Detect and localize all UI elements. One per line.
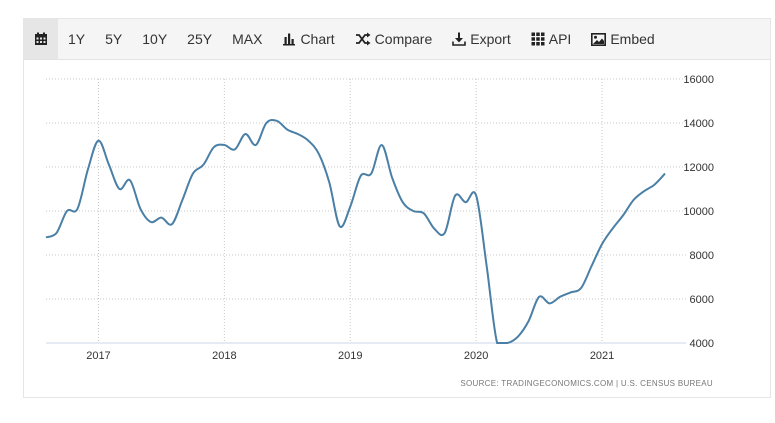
- y-tick-label: 4000: [690, 338, 714, 350]
- grid-icon: [531, 32, 545, 46]
- api-button[interactable]: API: [521, 19, 582, 59]
- y-tick-label: 10000: [683, 206, 714, 218]
- series-line: [45, 118, 666, 344]
- y-axis-ticks: 4000 6000 8000 10000 12000 14000 16000: [683, 74, 714, 350]
- y-tick-label: 6000: [690, 294, 714, 306]
- chart-grid: [46, 78, 686, 344]
- calendar-button[interactable]: [24, 19, 58, 59]
- download-icon: [452, 32, 467, 46]
- y-tick-label: 16000: [683, 74, 714, 86]
- chart-type-button[interactable]: Chart: [272, 19, 344, 59]
- export-button[interactable]: Export: [442, 19, 520, 59]
- embed-button[interactable]: Embed: [581, 19, 664, 59]
- chart-toolbar: 1Y 5Y 10Y 25Y MAX Chart Compare Export: [24, 19, 770, 60]
- source-label: SOURCE: TRADINGECONOMICS.COM | U.S. CENS…: [460, 379, 713, 388]
- y-tick-label: 8000: [690, 250, 714, 262]
- range-5y-button[interactable]: 5Y: [105, 31, 123, 47]
- range-10y-button[interactable]: 10Y: [142, 31, 168, 47]
- x-tick-label: 2019: [338, 350, 362, 362]
- x-tick-label: 2017: [86, 350, 110, 362]
- y-tick-label: 12000: [683, 162, 714, 174]
- shuffle-icon: [355, 32, 371, 46]
- range-max-button[interactable]: MAX: [232, 31, 263, 47]
- x-axis-ticks: 2017 2018 2019 2020 2021: [86, 350, 614, 362]
- chart-widget: 1Y 5Y 10Y 25Y MAX Chart Compare Export: [23, 18, 771, 398]
- x-tick-label: 2018: [212, 350, 236, 362]
- y-tick-label: 14000: [683, 118, 714, 130]
- calendar-icon: [35, 32, 47, 45]
- range-25y-button[interactable]: 25Y: [187, 31, 213, 47]
- range-1y-button[interactable]: 1Y: [68, 31, 86, 47]
- image-icon: [591, 32, 607, 46]
- compare-button[interactable]: Compare: [345, 19, 443, 59]
- x-tick-label: 2020: [464, 350, 488, 362]
- x-tick-label: 2021: [590, 350, 614, 362]
- bar-chart-icon: [282, 32, 296, 46]
